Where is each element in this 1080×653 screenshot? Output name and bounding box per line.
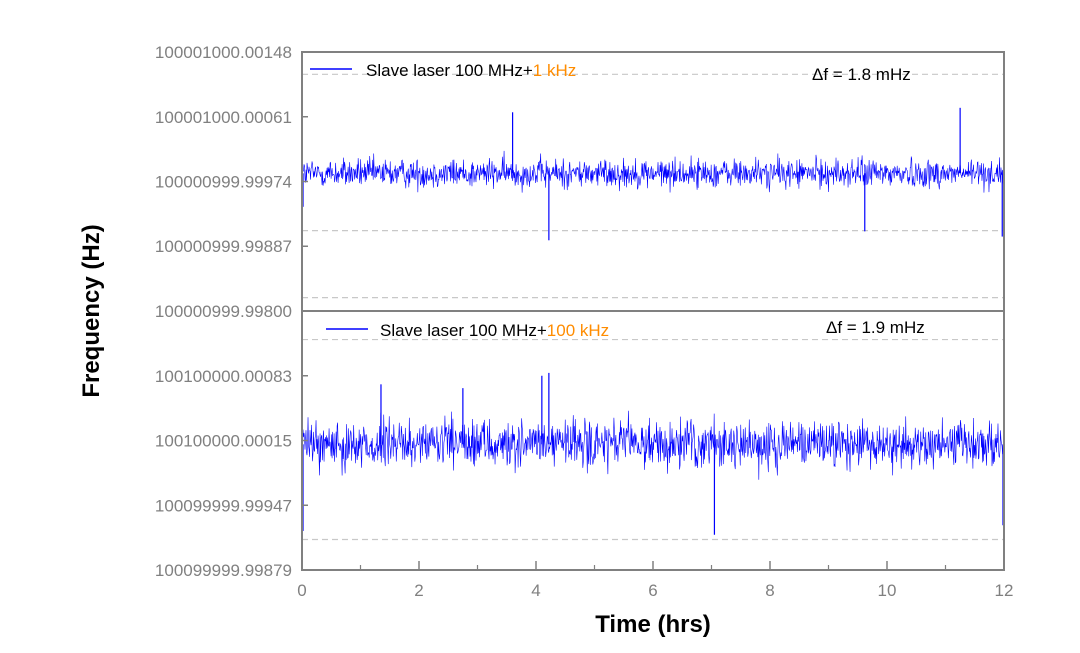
y-axis-title: Frequency (Hz) xyxy=(78,224,105,397)
panel-top: 100000999.99800 100000999.99887 100000999.… xyxy=(155,43,1005,321)
panel-bottom: 100099999.99879 100099999.99947 100100000.… xyxy=(155,318,1005,580)
x-tick-label: 8 xyxy=(765,581,774,600)
panel-top-y-tick-label: 100000999.99887 xyxy=(155,237,292,256)
panel-bottom-reference-lines xyxy=(302,338,1004,541)
panel-bottom-legend-prefix: Slave laser 100 MHz+ xyxy=(380,321,547,340)
x-tick-label: 2 xyxy=(414,581,423,600)
x-axis: 0 2 4 6 8 10 12 xyxy=(297,561,1013,600)
panel-top-series-line xyxy=(301,150,1005,193)
x-tick-label: 6 xyxy=(648,581,657,600)
panel-top-y-tick-label: 100001000.00061 xyxy=(155,108,292,127)
panel-bottom-y-tick-label: 100099999.99879 xyxy=(155,561,292,580)
panel-bottom-legend-highlight: 100 kHz xyxy=(547,321,609,340)
panel-top-delta-f-annotation: Δf = 1.8 mHz xyxy=(812,65,911,84)
panel-top-legend-label: Slave laser 100 MHz+1 kHz xyxy=(366,61,576,80)
panel-top-legend: Slave laser 100 MHz+1 kHz xyxy=(310,61,576,80)
panel-top-y-ticks: 100000999.99800 100000999.99887 100000999.… xyxy=(155,43,308,321)
panel-top-y-tick-label: 100000999.99800 xyxy=(155,302,292,321)
panel-bottom-delta-f-annotation: Δf = 1.9 mHz xyxy=(826,318,925,337)
panel-top-y-tick-label: 100000999.99974 xyxy=(155,172,292,191)
panel-top-reference-lines xyxy=(302,73,1004,299)
panel-bottom-y-ticks: 100099999.99879 100099999.99947 100100000.… xyxy=(155,367,308,580)
panel-bottom-y-tick-label: 100100000.00083 xyxy=(155,367,292,386)
x-tick-label: 0 xyxy=(297,581,306,600)
panel-top-legend-prefix: Slave laser 100 MHz+ xyxy=(366,61,533,80)
panel-top-legend-highlight: 1 kHz xyxy=(533,61,576,80)
panel-bottom-legend: Slave laser 100 MHz+100 kHz xyxy=(326,321,609,340)
panel-top-y-tick-label: 100001000.00148 xyxy=(155,43,292,62)
x-tick-label: 10 xyxy=(878,581,897,600)
panel-bottom-legend-label: Slave laser 100 MHz+100 kHz xyxy=(380,321,609,340)
x-tick-label: 4 xyxy=(531,581,540,600)
x-axis-title: Time (hrs) xyxy=(595,611,711,638)
panel-bottom-y-tick-label: 100099999.99947 xyxy=(155,496,292,515)
panel-bottom-series-line xyxy=(301,410,1005,480)
panel-bottom-y-tick-label: 100100000.00015 xyxy=(155,432,292,451)
x-tick-label: 12 xyxy=(995,581,1014,600)
